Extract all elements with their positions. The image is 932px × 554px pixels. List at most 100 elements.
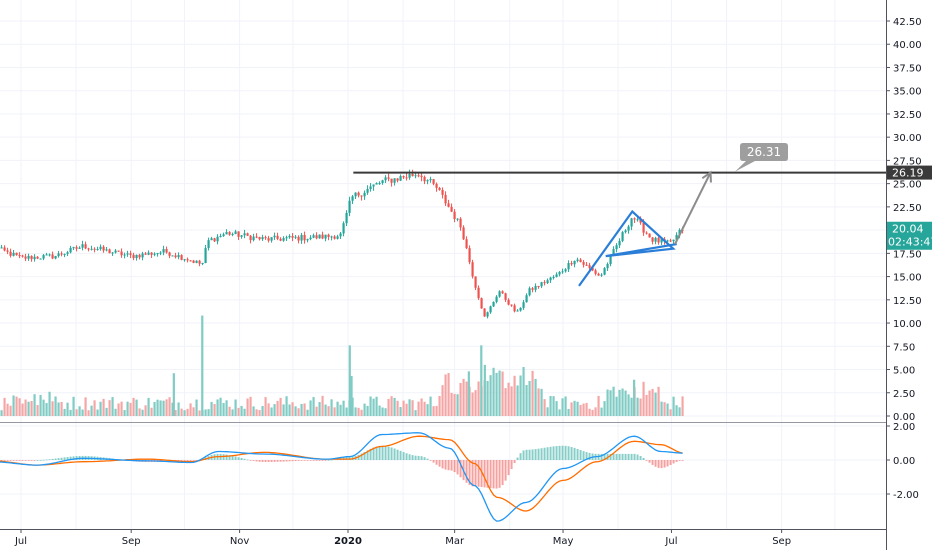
volume-bar bbox=[189, 403, 192, 416]
macd-tick-label: -2.00 bbox=[893, 490, 919, 501]
volume-bar bbox=[627, 394, 630, 416]
macd-histogram-bar bbox=[471, 460, 474, 487]
volume-bar bbox=[342, 400, 345, 416]
volume-bar bbox=[522, 367, 525, 416]
volume-bar bbox=[225, 400, 228, 416]
macd-histogram-bar bbox=[24, 460, 27, 461]
resistance-axis-label: 26.19 bbox=[887, 165, 932, 180]
macd-histogram-bar bbox=[300, 460, 303, 461]
target-label[interactable]: 26.31 bbox=[735, 143, 788, 172]
volume-bar bbox=[0, 410, 3, 416]
volume-bar bbox=[195, 399, 198, 416]
candle-body bbox=[564, 269, 567, 272]
macd-histogram-bar bbox=[660, 460, 663, 469]
macd-histogram-bar bbox=[375, 446, 378, 460]
candle-body bbox=[645, 232, 648, 234]
volume-bar bbox=[207, 409, 210, 416]
price-tick-label: 40.00 bbox=[893, 40, 922, 51]
resistance-label-text: 26.19 bbox=[892, 167, 924, 180]
volume-bar bbox=[135, 399, 138, 416]
candles bbox=[0, 169, 684, 319]
volume-bar bbox=[156, 399, 159, 416]
candle-body bbox=[270, 237, 273, 241]
candle-body bbox=[111, 252, 114, 254]
volume-bar bbox=[132, 397, 135, 416]
candle-body bbox=[159, 252, 162, 254]
candle-body bbox=[189, 260, 192, 262]
volume-bar bbox=[204, 409, 207, 416]
macd-histogram-bar bbox=[363, 451, 366, 460]
projection-arrow[interactable] bbox=[674, 172, 712, 245]
macd-histogram-bar bbox=[549, 446, 552, 460]
macd-histogram-bar bbox=[252, 460, 255, 461]
candle-body bbox=[639, 219, 642, 223]
signal-line bbox=[0, 435, 683, 512]
drawings[interactable] bbox=[353, 170, 886, 287]
macd-histogram-bar bbox=[369, 448, 372, 460]
price-tick-label: 2.50 bbox=[893, 389, 915, 400]
volume-bar bbox=[237, 407, 240, 416]
volume-bar bbox=[297, 408, 300, 416]
macd-histogram-bar bbox=[567, 446, 570, 460]
volume-bar bbox=[39, 394, 42, 416]
candle-body bbox=[291, 235, 294, 238]
candle-body bbox=[153, 253, 156, 255]
candle-body bbox=[666, 240, 669, 242]
candle-body bbox=[177, 255, 180, 258]
macd-tick-label: 0.00 bbox=[893, 456, 915, 467]
time-tick-label: 2020 bbox=[334, 536, 362, 547]
macd-histogram-bar bbox=[408, 454, 411, 460]
volume-bar bbox=[180, 408, 183, 416]
candle-body bbox=[351, 196, 354, 201]
macd-histogram-bar bbox=[576, 448, 579, 460]
volume-bar bbox=[27, 401, 30, 416]
macd-histogram-bar bbox=[438, 460, 441, 467]
candle-body bbox=[669, 240, 672, 242]
volume-bar bbox=[57, 402, 60, 416]
volume-bar bbox=[459, 382, 462, 416]
volume-spike bbox=[483, 364, 486, 416]
macd-histogram-bar bbox=[366, 450, 369, 460]
candle-body bbox=[240, 235, 243, 237]
candle-body bbox=[234, 231, 237, 234]
candle-body bbox=[276, 235, 279, 239]
volume-bar bbox=[570, 402, 573, 416]
macd-histogram-bar bbox=[372, 447, 375, 460]
candle-body bbox=[294, 236, 297, 238]
time-tick-label: Sep bbox=[122, 536, 141, 547]
candle-body bbox=[312, 235, 315, 238]
candle-body bbox=[495, 296, 498, 302]
candle-body bbox=[567, 263, 570, 270]
macd-histogram-bar bbox=[279, 460, 282, 462]
macd-histogram-bar bbox=[558, 445, 561, 460]
candle-body bbox=[9, 251, 12, 256]
candle-body bbox=[309, 237, 312, 240]
candle-body bbox=[63, 253, 66, 255]
macd-histogram-bar bbox=[429, 460, 432, 461]
candle-body bbox=[672, 239, 675, 242]
macd-histogram-bar bbox=[9, 460, 12, 461]
macd-histogram-bar bbox=[360, 453, 363, 460]
macd-histogram-bar bbox=[186, 460, 189, 462]
volume-bar bbox=[579, 404, 582, 416]
volume-bar bbox=[417, 401, 420, 416]
volume-bar bbox=[129, 402, 132, 416]
candle-body bbox=[24, 256, 27, 259]
macd-histogram-bar bbox=[522, 450, 525, 460]
candle-body bbox=[570, 263, 573, 265]
volume-bar bbox=[639, 398, 642, 416]
volume-bar bbox=[540, 388, 543, 416]
volume-bar bbox=[174, 409, 177, 416]
candle-body bbox=[30, 255, 33, 260]
volume-bar bbox=[450, 392, 453, 416]
candle-body bbox=[0, 247, 3, 249]
volume-bar bbox=[402, 400, 405, 416]
candle-body bbox=[501, 291, 504, 294]
macd-histogram-bar bbox=[492, 460, 495, 489]
macd-histogram-bar bbox=[636, 454, 639, 460]
macd-histogram-bar bbox=[42, 459, 45, 461]
time-tick-label: Mar bbox=[445, 536, 465, 547]
macd-histogram-bar bbox=[468, 460, 471, 486]
pennant-pattern[interactable] bbox=[578, 209, 677, 287]
